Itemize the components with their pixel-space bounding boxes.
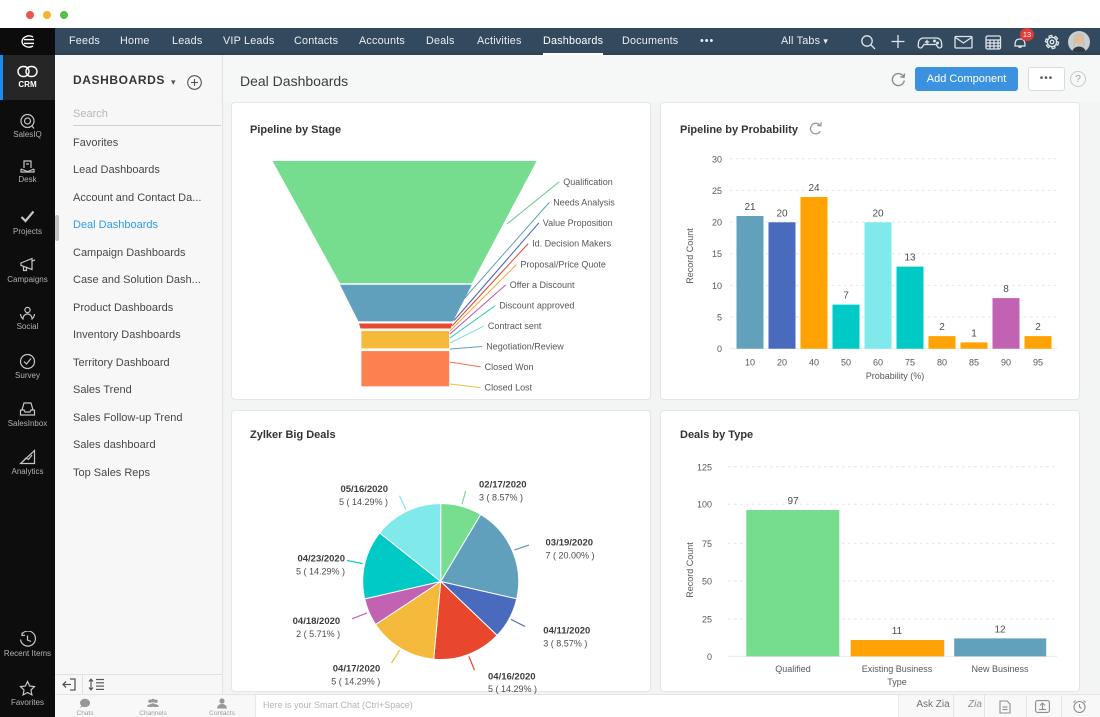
svg-text:Deals by Type: Deals by Type [680,429,753,441]
svg-text:85: 85 [969,358,979,368]
svg-text:20: 20 [777,358,787,368]
svg-text:05/16/2020: 05/16/2020 [340,484,388,495]
svg-text:75: 75 [702,539,712,549]
svg-text:15: 15 [712,249,722,259]
svg-text:Existing Business: Existing Business [862,664,933,674]
svg-text:12: 12 [994,624,1006,635]
svg-text:Zylker Big Deals: Zylker Big Deals [250,429,336,441]
svg-text:100: 100 [697,500,712,510]
svg-text:60: 60 [873,358,883,368]
svg-text:Record Count: Record Count [685,542,695,598]
svg-text:Pipeline by Probability: Pipeline by Probability [680,124,799,136]
svg-text:Offer a Discount: Offer a Discount [510,280,575,290]
svg-text:Proposal/Price Quote: Proposal/Price Quote [520,260,606,270]
svg-text:02/17/2020: 02/17/2020 [479,480,527,491]
svg-text:24: 24 [808,183,820,194]
svg-text:2 ( 5.71% ): 2 ( 5.71% ) [296,629,340,639]
svg-text:50: 50 [702,577,712,587]
svg-text:Probability (%): Probability (%) [866,371,925,381]
svg-text:2: 2 [939,322,945,333]
svg-text:Needs Analysis: Needs Analysis [553,198,615,208]
svg-text:04/23/2020: 04/23/2020 [297,554,345,565]
svg-text:10: 10 [745,358,755,368]
svg-text:25: 25 [702,615,712,625]
svg-text:21: 21 [744,202,756,213]
svg-text:Contract sent: Contract sent [488,321,542,331]
svg-text:8: 8 [1003,284,1009,295]
svg-text:Discount approved: Discount approved [499,301,574,311]
svg-text:03/19/2020: 03/19/2020 [546,538,594,549]
svg-text:5: 5 [717,313,722,323]
svg-text:125: 125 [697,462,712,472]
svg-text:5 ( 14.29% ): 5 ( 14.29% ) [339,497,388,507]
svg-text:10: 10 [712,281,722,291]
svg-text:Id. Decision Makers: Id. Decision Makers [532,239,612,249]
svg-text:40: 40 [809,358,819,368]
svg-text:11: 11 [892,626,903,637]
svg-text:04/16/2020: 04/16/2020 [488,672,536,683]
svg-text:30: 30 [712,154,722,164]
svg-text:3 ( 8.57% ): 3 ( 8.57% ) [479,493,523,503]
svg-text:New Business: New Business [971,664,1029,674]
svg-text:95: 95 [1033,358,1043,368]
svg-text:20: 20 [776,208,788,219]
svg-text:3 ( 8.57% ): 3 ( 8.57% ) [543,639,587,649]
svg-text:5 ( 14.29% ): 5 ( 14.29% ) [488,684,537,694]
svg-text:80: 80 [937,358,947,368]
svg-text:04/18/2020: 04/18/2020 [293,616,341,627]
svg-text:13: 13 [904,253,916,264]
svg-text:5 ( 14.29% ): 5 ( 14.29% ) [296,567,345,577]
svg-text:Closed Lost: Closed Lost [485,383,533,393]
svg-text:Qualified: Qualified [775,664,811,674]
svg-text:0: 0 [707,652,712,662]
svg-text:20: 20 [712,218,722,228]
svg-text:97: 97 [787,496,799,507]
svg-text:Type: Type [887,677,907,687]
svg-text:75: 75 [905,358,915,368]
svg-text:2: 2 [1035,322,1041,333]
svg-text:Negotiation/Review: Negotiation/Review [486,342,564,352]
svg-text:04/11/2020: 04/11/2020 [543,626,590,637]
svg-text:5 ( 14.29% ): 5 ( 14.29% ) [331,677,380,687]
svg-text:0: 0 [717,344,722,354]
svg-text:Pipeline by Stage: Pipeline by Stage [250,124,341,136]
svg-text:7: 7 [843,291,849,302]
svg-text:7 ( 20.00% ): 7 ( 20.00% ) [546,551,595,561]
svg-text:Value Proposition: Value Proposition [543,218,613,228]
svg-text:Qualification: Qualification [563,177,613,187]
svg-text:1: 1 [971,328,977,339]
svg-text:Record Count: Record Count [685,228,695,284]
svg-text:20: 20 [872,208,884,219]
svg-text:50: 50 [841,358,851,368]
svg-text:Closed Won: Closed Won [485,362,534,372]
svg-text:25: 25 [712,186,722,196]
svg-text:04/17/2020: 04/17/2020 [333,664,381,675]
svg-text:90: 90 [1001,358,1011,368]
